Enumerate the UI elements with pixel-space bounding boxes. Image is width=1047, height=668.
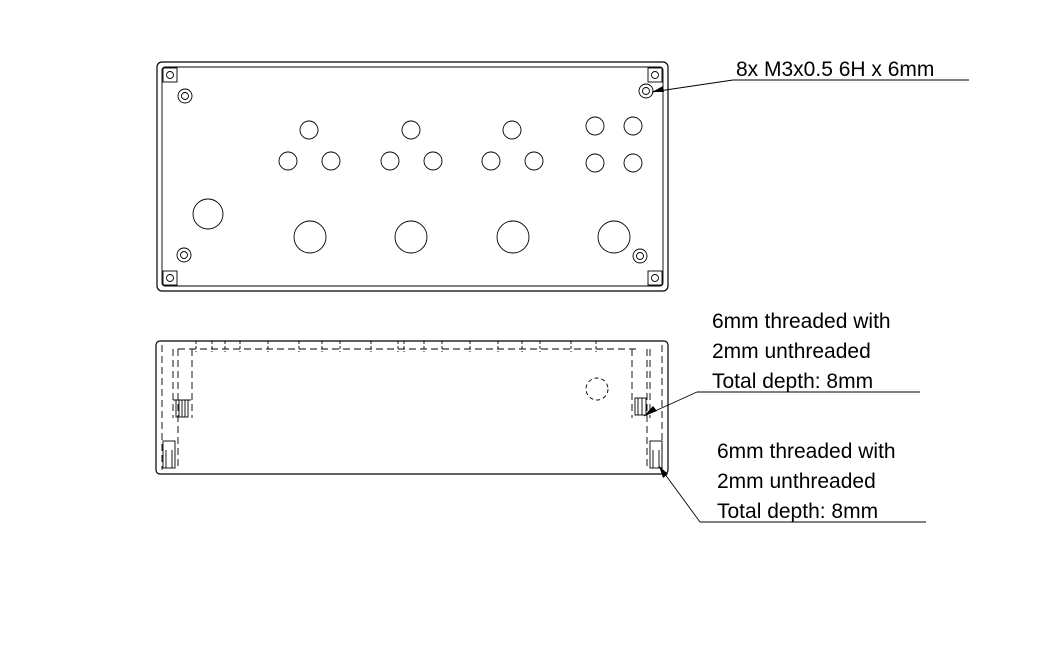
small-hole-group-1	[278, 120, 341, 171]
top-view-inner-outline	[161, 66, 664, 287]
side-lower-callout-leader	[658, 465, 926, 523]
tapped-hole-tr	[638, 83, 654, 99]
side-view-outline	[155, 340, 669, 475]
large-hole-side	[192, 198, 224, 230]
top-callout-label: 8x M3x0.5 6H x 6mm	[736, 58, 934, 81]
corner-pocket-bl	[162, 270, 178, 286]
hidden-hole-features	[195, 341, 597, 352]
small-hole-group-4	[585, 116, 643, 173]
side-upper-label-line3: Total depth: 8mm	[712, 370, 873, 393]
small-hole-group-2	[380, 120, 443, 171]
side-upper-callout-leader	[643, 391, 920, 417]
corner-pocket-tr	[647, 67, 663, 83]
hidden-side-hole	[585, 377, 609, 401]
side-lower-label-line2: 2mm unthreaded	[717, 470, 876, 493]
large-hole-2	[394, 220, 428, 254]
small-hole-group-3	[481, 120, 544, 171]
top-view-outer-outline	[156, 61, 669, 292]
side-view	[155, 340, 669, 475]
hidden-bore-left-bottom	[162, 440, 176, 469]
large-hole-3	[496, 220, 530, 254]
large-hole-1	[293, 220, 327, 254]
hidden-bore-right	[631, 349, 651, 418]
corner-pocket-br	[647, 270, 663, 286]
corner-pocket-tl	[162, 67, 178, 83]
side-lower-label-line3: Total depth: 8mm	[717, 500, 878, 523]
hidden-bore-right-bottom	[649, 440, 663, 469]
top-callout-leader	[651, 79, 969, 93]
hidden-bore-left	[172, 349, 193, 418]
side-upper-label-line2: 2mm unthreaded	[712, 340, 871, 363]
large-hole-4	[597, 220, 631, 254]
side-upper-label-line1: 6mm threaded with	[712, 310, 891, 333]
tapped-hole-bl	[176, 247, 192, 263]
top-view	[156, 61, 669, 292]
side-lower-label-line1: 6mm threaded with	[717, 440, 896, 463]
tapped-hole-tl	[177, 88, 193, 104]
tapped-hole-br	[632, 248, 648, 264]
